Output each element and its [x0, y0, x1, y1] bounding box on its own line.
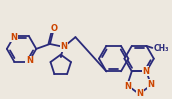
Text: N: N [137, 89, 144, 98]
Text: O: O [50, 24, 57, 33]
Text: N: N [148, 80, 154, 89]
Text: N: N [125, 82, 132, 91]
Text: CH₃: CH₃ [153, 44, 169, 53]
Text: N: N [10, 33, 17, 42]
Text: N: N [142, 67, 149, 76]
Text: N: N [26, 56, 33, 65]
Text: N: N [60, 42, 67, 51]
